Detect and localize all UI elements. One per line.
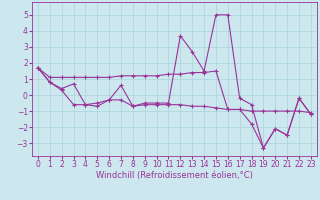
X-axis label: Windchill (Refroidissement éolien,°C): Windchill (Refroidissement éolien,°C) xyxy=(96,171,253,180)
